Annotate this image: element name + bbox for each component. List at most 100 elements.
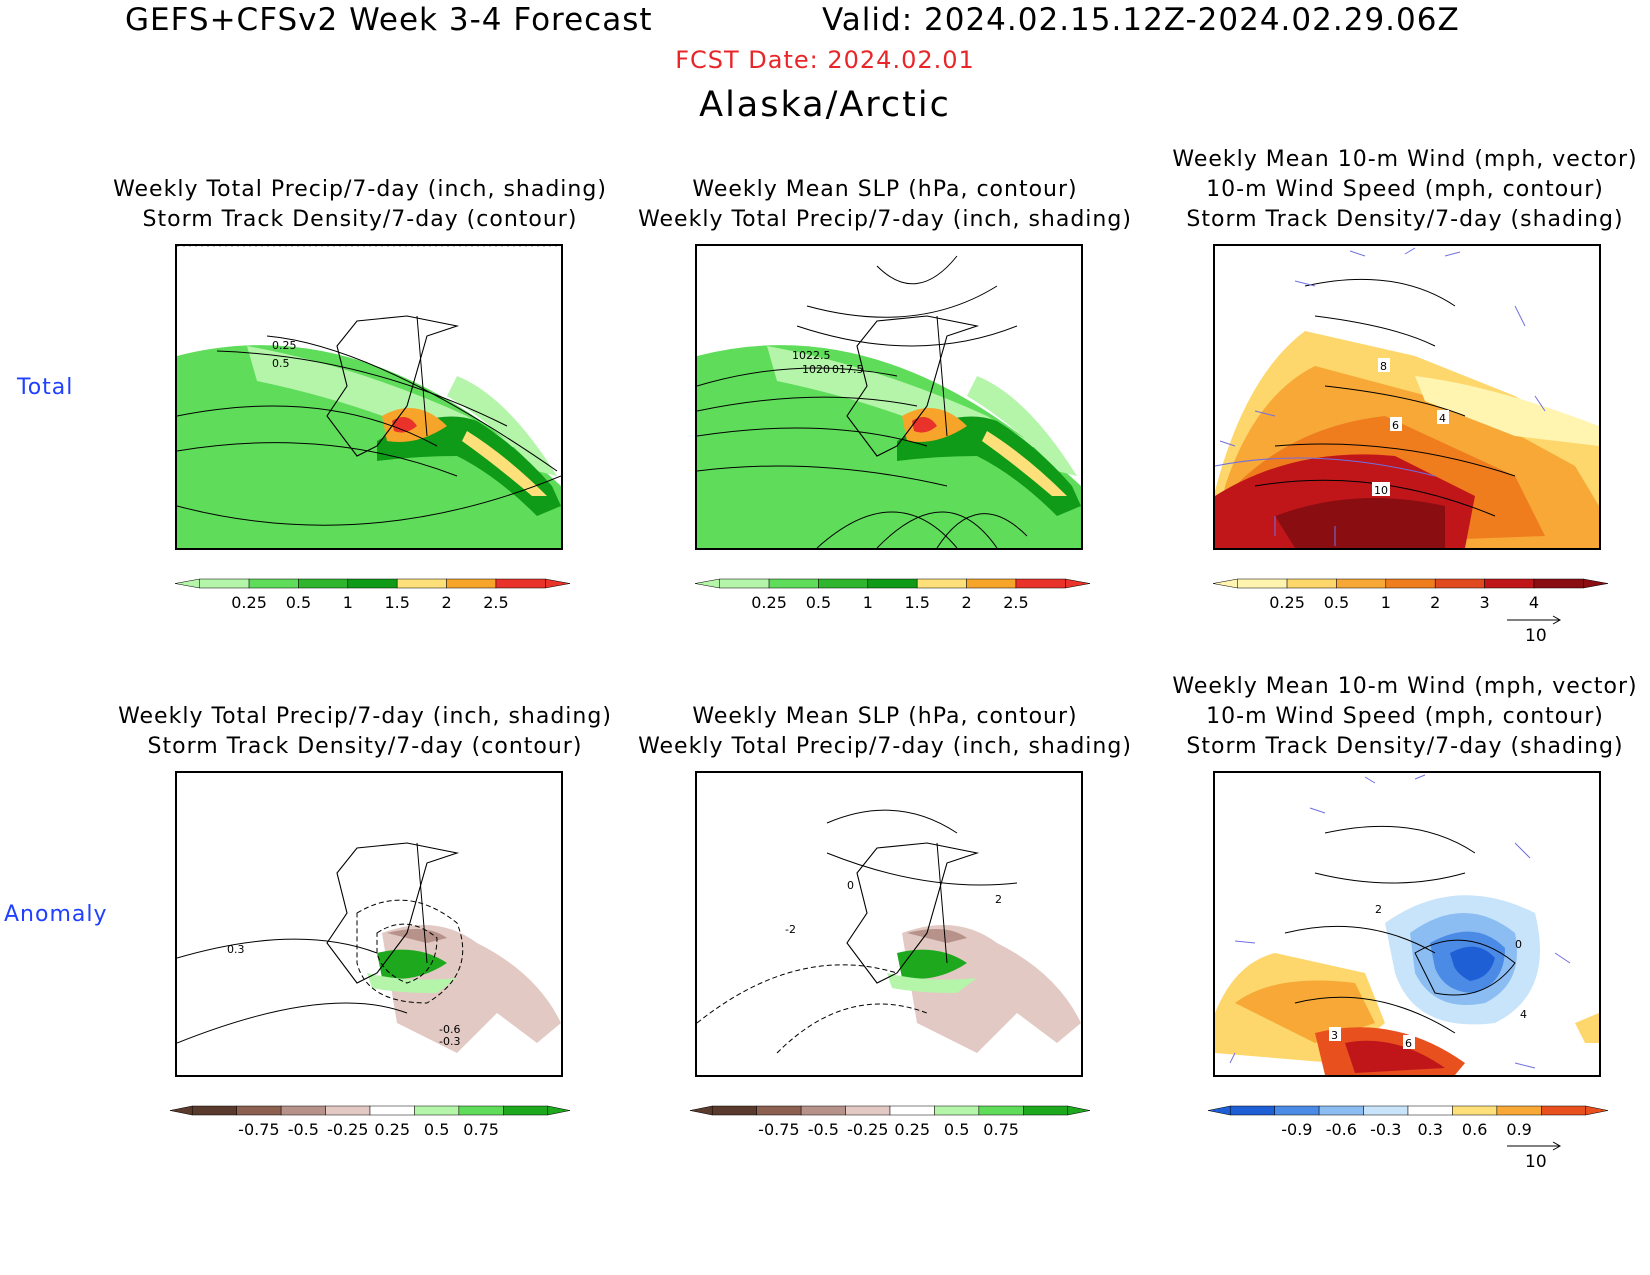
colorbar-swatch (1318, 1105, 1364, 1116)
title-forecast: GEFS+CFSv2 Week 3-4 Forecast (125, 2, 653, 38)
colorbar-swatch (446, 578, 497, 589)
colorbar-right-arrow (1583, 578, 1609, 589)
colorbar-tick-label: -0.75 (238, 1120, 280, 1139)
colorbar-tick-label: 1.5 (904, 593, 930, 612)
colorbar-tick-label: -0.25 (847, 1120, 889, 1139)
contour-label: 0 (847, 879, 854, 892)
colorbar-swatch (1237, 578, 1288, 589)
vector-legend-anomaly: 10 (1505, 1138, 1565, 1178)
contour-label: -2 (785, 923, 796, 936)
contour-label: -0.3 (439, 1035, 460, 1048)
colorbar-swatch (1274, 1105, 1320, 1116)
colorbar-svg (689, 1105, 1091, 1116)
colorbar-total-slp: 0.25 0.5 1 1.5 2 2.5 (694, 574, 1091, 612)
contour-label: 1020 (802, 363, 830, 376)
colorbar-tick-label: 0.5 (285, 593, 312, 612)
panel-title-line: Storm Track Density/7-day (shading) (1186, 207, 1624, 232)
colorbar-left-arrow (169, 1105, 193, 1116)
panel-title-anom-precip: Weekly Total Precip/7-day (inch, shading… (100, 702, 630, 762)
colorbar-tick-label: 0.5 (423, 1120, 450, 1139)
contour-label: 0.5 (272, 357, 290, 370)
colorbar-swatch (414, 1105, 460, 1116)
colorbar-swatch (845, 1105, 891, 1116)
panel-title-line: Storm Track Density/7-day (shading) (1186, 734, 1624, 759)
colorbar-swatch (756, 1105, 802, 1116)
colorbar-right-arrow (1067, 1105, 1091, 1116)
colorbar-svg (1207, 1105, 1609, 1116)
colorbar-tick-label: -0.5 (807, 1120, 839, 1139)
colorbar-swatch (298, 578, 349, 589)
colorbar-tick-label: 1 (342, 593, 353, 612)
colorbar-swatch (495, 578, 546, 589)
colorbar-swatch (818, 578, 869, 589)
contour-label: 1022.5 (792, 349, 831, 362)
map-total-slp: 1022.5 1020 017.5 (695, 244, 1083, 550)
colorbar-tick-label: 0.25 (374, 1120, 411, 1139)
contour-label: 6 (1405, 1037, 1412, 1050)
colorbar-right-arrow (547, 1105, 571, 1116)
vector-legend-value: 10 (1525, 626, 1547, 646)
colorbar-tick-label: 0.6 (1461, 1120, 1488, 1139)
panel-title-line: 10-m Wind Speed (mph, contour) (1206, 704, 1604, 729)
colorbar-left-arrow (689, 1105, 713, 1116)
panel-title-line: Weekly Total Precip/7-day (inch, shading… (113, 177, 607, 202)
colorbar-swatch (199, 578, 250, 589)
panel-title-line: Weekly Mean 10-m Wind (mph, vector) (1172, 674, 1638, 699)
colorbar-swatch (1229, 1105, 1275, 1116)
colorbar-swatch (325, 1105, 371, 1116)
map-total-wind: 8 6 4 10 (1213, 244, 1601, 550)
colorbar-swatch (1496, 1105, 1542, 1116)
region-title: Alaska/Arctic (699, 85, 951, 125)
colorbar-swatch (1541, 1105, 1587, 1116)
colorbar-tick-label: 0.25 (231, 593, 267, 612)
panel-title-line: Storm Track Density/7-day (contour) (147, 734, 583, 759)
figure-title: GEFS+CFSv2 Week 3-4 Forecast Valid: 2024… (0, 2, 1650, 42)
map-anom-slp: 0 -2 2 (695, 771, 1083, 1077)
colorbar-swatch (867, 578, 918, 589)
contour-label: 0.3 (227, 943, 245, 956)
colorbar-tick-label: 0.5 (1323, 593, 1350, 612)
colorbar-tick-label: 0.75 (463, 1120, 499, 1139)
colorbar-tick-label: -0.9 (1281, 1120, 1313, 1139)
colorbar-swatch (1336, 578, 1387, 589)
colorbar-tick-label: -0.6 (1325, 1120, 1357, 1139)
row-label-total: Total (17, 375, 74, 400)
contour-label: 4 (1520, 1008, 1527, 1021)
vector-legend-value: 10 (1525, 1152, 1547, 1172)
colorbar-swatch (889, 1105, 935, 1116)
colorbar-swatch (503, 1105, 549, 1116)
colorbar-right-arrow (545, 578, 571, 589)
row-label-anomaly: Anomaly (4, 902, 108, 927)
panel-title-line: 10-m Wind Speed (mph, contour) (1206, 177, 1604, 202)
colorbar-swatch (396, 578, 447, 589)
colorbar-tick-label: -0.25 (327, 1120, 369, 1139)
panel-title-line: Weekly Mean SLP (hPa, contour) (692, 704, 1078, 729)
vector-legend-total: 10 (1505, 612, 1565, 652)
colorbar-svg (174, 578, 571, 589)
colorbar-swatch (711, 1105, 757, 1116)
panel-title-line: Storm Track Density/7-day (contour) (142, 207, 578, 232)
colorbar-left-arrow (1212, 578, 1238, 589)
colorbar-anom-precip: -0.75 -0.5 -0.25 0.25 0.5 0.75 (169, 1101, 571, 1139)
panel-title-anom-wind: Weekly Mean 10-m Wind (mph, vector) 10-m… (1160, 672, 1650, 762)
colorbar-anom-slp: -0.75 -0.5 -0.25 0.25 0.5 0.75 (689, 1101, 1091, 1139)
colorbar-swatch (719, 578, 770, 589)
colorbar-right-arrow (1585, 1105, 1609, 1116)
colorbar-tick-label: 2.5 (483, 593, 509, 612)
colorbar-tick-label: 2 (1430, 593, 1441, 612)
contour-label: 2 (1375, 903, 1382, 916)
colorbar-total-precip: 0.25 0.5 1 1.5 2 2.5 (174, 574, 571, 612)
colorbar-tick-label: 1 (1380, 593, 1391, 612)
forecast-date: FCST Date: 2024.02.01 (675, 46, 975, 74)
colorbar-svg (694, 578, 1091, 589)
colorbar-swatch (1434, 578, 1485, 589)
title-valid: Valid: 2024.02.15.12Z-2024.02.29.06Z (822, 2, 1460, 38)
colorbar-tick-label: 0.25 (1269, 593, 1305, 612)
colorbar-anom-wind: -0.9 -0.6 -0.3 0.3 0.6 0.9 (1207, 1101, 1609, 1139)
colorbar-tick-label: 0.3 (1417, 1120, 1443, 1139)
colorbar-tick-label: -0.5 (287, 1120, 319, 1139)
contour-label: 4 (1439, 412, 1446, 425)
panel-title-line: Weekly Total Precip/7-day (inch, shading… (638, 207, 1132, 232)
colorbar-tick-label: 0.25 (751, 593, 787, 612)
colorbar-swatch (1385, 578, 1436, 589)
